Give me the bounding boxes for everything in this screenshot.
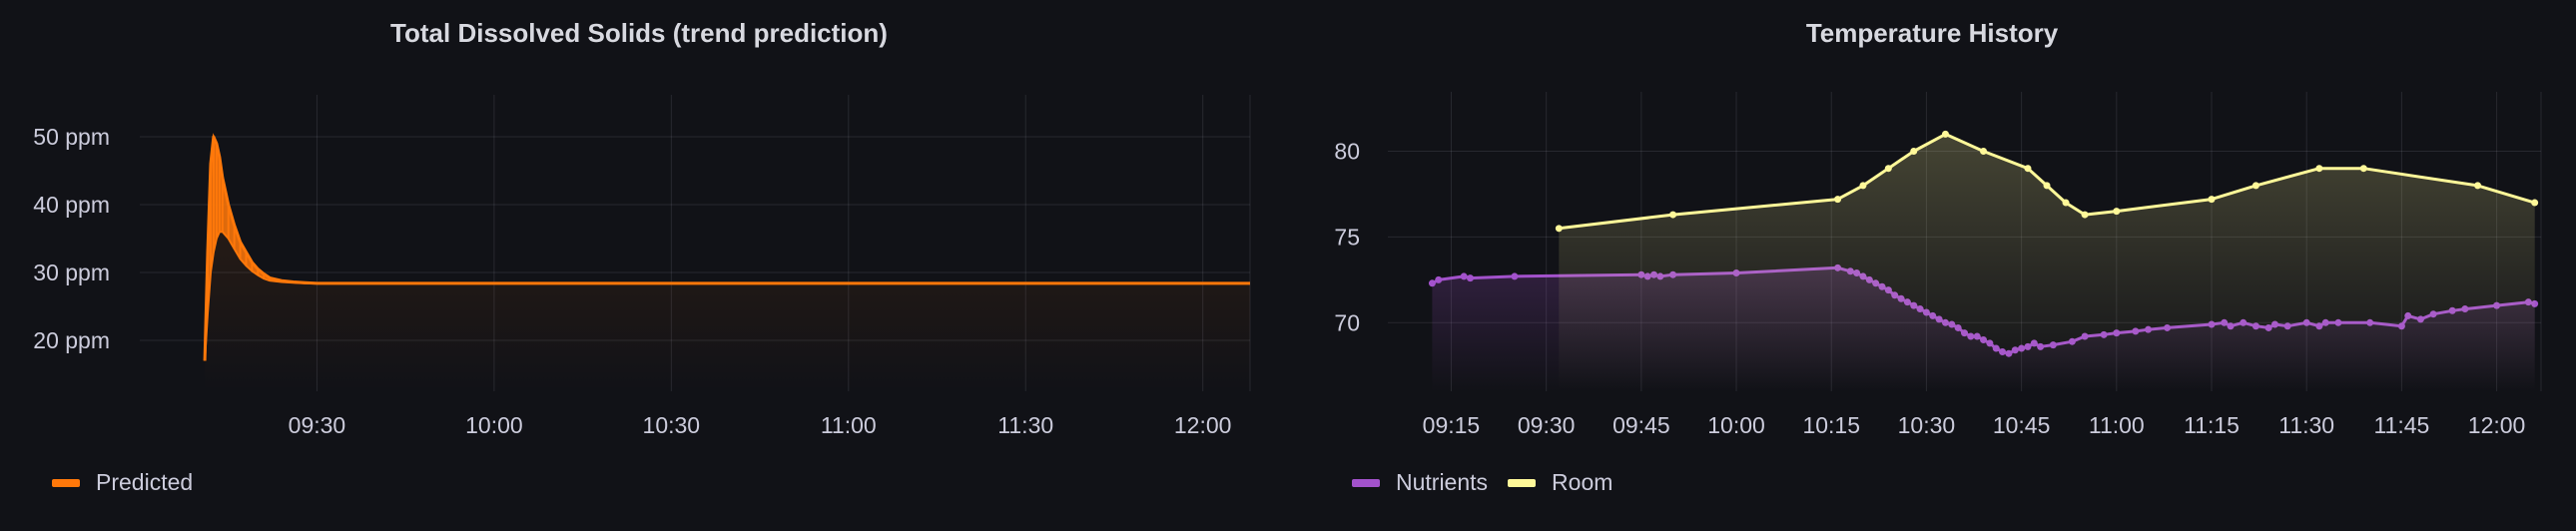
data-point[interactable] — [2359, 165, 2367, 173]
data-point[interactable] — [2208, 196, 2216, 204]
data-point[interactable] — [1910, 148, 1918, 156]
tds-panel-title: Total Dissolved Solids (trend prediction… — [390, 18, 888, 48]
legend-item-predicted[interactable]: Predicted — [52, 469, 193, 496]
data-point[interactable] — [1435, 275, 1443, 283]
data-point[interactable] — [1555, 225, 1563, 233]
x-tick-label: 09:15 — [1423, 412, 1481, 438]
data-point[interactable] — [2474, 182, 2482, 190]
data-point[interactable] — [1511, 272, 1519, 280]
tds-chart[interactable]: 20 ppm 30 ppm 40 ppm 50 ppm 09:30 10:00 10:30 1… — [0, 0, 1278, 531]
x-tick-label: 12:00 — [1174, 412, 1232, 438]
y-tick-label: 75 — [1334, 224, 1360, 250]
data-point[interactable] — [2081, 211, 2089, 219]
x-tick-label: 11:15 — [2184, 412, 2240, 438]
y-tick-label: 80 — [1334, 139, 1360, 165]
x-tick-label: 11:30 — [997, 412, 1053, 438]
tds-legend: Predicted — [52, 469, 213, 496]
data-point[interactable] — [1884, 165, 1892, 173]
x-tick-label: 10:00 — [1707, 412, 1765, 438]
data-point[interactable] — [1467, 274, 1474, 282]
temperature-chart[interactable]: 70 75 80 09:15 09:30 09:45 10:00 10:15 10:30 10:4… — [1288, 0, 2576, 531]
legend-label-room: Room — [1552, 469, 1613, 495]
data-point[interactable] — [1859, 182, 1867, 190]
y-tick-label: 50 ppm — [33, 124, 110, 150]
data-point[interactable] — [1941, 130, 1949, 138]
data-point[interactable] — [2113, 208, 2121, 216]
temperature-panel: Temperature History 70 75 80 09:15 09:30 09:4… — [1288, 0, 2576, 531]
legend-item-room[interactable]: Room — [1508, 469, 1612, 496]
legend-label-nutrients: Nutrients — [1396, 469, 1489, 495]
x-tick-label: 10:30 — [643, 412, 701, 438]
x-tick-label: 10:30 — [1898, 412, 1956, 438]
data-point[interactable] — [2062, 199, 2070, 207]
series-area-room — [1559, 134, 2535, 391]
y-tick-label: 40 ppm — [33, 192, 110, 218]
data-point[interactable] — [2531, 199, 2539, 207]
x-tick-label: 11:00 — [821, 412, 877, 438]
data-point[interactable] — [1980, 148, 1988, 156]
legend-swatch-nutrients — [1352, 478, 1380, 487]
y-tick-label: 30 ppm — [33, 260, 110, 285]
x-tick-label: 09:45 — [1612, 412, 1670, 438]
data-point[interactable] — [2043, 182, 2051, 190]
y-tick-label: 70 — [1334, 309, 1360, 335]
data-point[interactable] — [1669, 211, 1677, 219]
series-predicted[interactable] — [203, 133, 1251, 391]
legend-swatch-predicted — [52, 478, 80, 487]
x-tick-label: 09:30 — [289, 412, 346, 438]
tds-panel: Total Dissolved Solids (trend prediction… — [0, 0, 1278, 531]
x-tick-label: 11:00 — [2089, 412, 2145, 438]
y-tick-label: 20 ppm — [33, 327, 110, 353]
data-point[interactable] — [1428, 279, 1436, 287]
x-tick-label: 10:00 — [465, 412, 523, 438]
x-tick-label: 11:30 — [2278, 412, 2334, 438]
x-tick-label: 12:00 — [2468, 412, 2526, 438]
legend-item-nutrients[interactable]: Nutrients — [1352, 469, 1488, 496]
x-tick-label: 10:45 — [1993, 412, 2051, 438]
legend-swatch-room — [1508, 478, 1537, 487]
legend-label-predicted: Predicted — [96, 469, 194, 495]
data-point[interactable] — [2315, 165, 2323, 173]
data-point[interactable] — [1460, 272, 1468, 280]
series-room[interactable] — [1555, 130, 2539, 391]
data-point[interactable] — [2024, 165, 2032, 173]
temperature-panel-title: Temperature History — [1805, 18, 2059, 48]
series-area-predicted — [205, 137, 1251, 391]
x-tick-label: 11:45 — [2373, 412, 2429, 438]
series-line-predicted — [203, 135, 1250, 361]
temperature-legend: Nutrients Room — [1352, 469, 1632, 496]
x-tick-label: 09:30 — [1518, 412, 1576, 438]
data-point[interactable] — [2252, 182, 2259, 190]
data-point[interactable] — [1834, 196, 1842, 204]
x-tick-label: 10:15 — [1802, 412, 1860, 438]
